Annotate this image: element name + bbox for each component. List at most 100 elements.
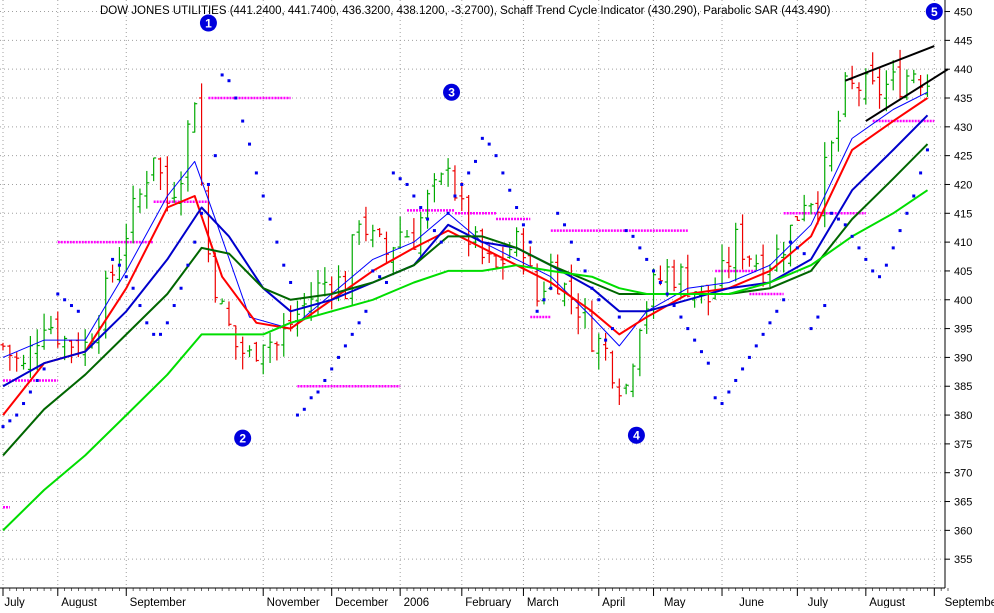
- sar-dot: [28, 390, 32, 394]
- sar-dot: [254, 171, 258, 175]
- sar-dot: [453, 194, 457, 198]
- sar-dot: [706, 361, 710, 365]
- sar-dot: [76, 309, 80, 313]
- sar-dot: [467, 171, 471, 175]
- x-tick-label: September: [945, 597, 994, 608]
- moving-average-line: [2, 143, 929, 457]
- sar-dot: [179, 286, 183, 290]
- sar-dot: [343, 344, 347, 348]
- sar-dot: [775, 309, 779, 313]
- annotation-marker: [443, 83, 461, 101]
- sar-dot: [549, 286, 553, 290]
- trendlines: [844, 45, 949, 122]
- moving-average-line: [2, 97, 929, 416]
- moving-average-line: [2, 91, 928, 358]
- sar-dot: [241, 119, 245, 123]
- sar-dot: [439, 240, 443, 244]
- sar-dot: [172, 304, 176, 308]
- sar-dot: [63, 298, 67, 302]
- sar-dot: [912, 194, 916, 198]
- sar-dot: [597, 298, 601, 302]
- sar-dot: [679, 315, 683, 319]
- sar-dot: [727, 390, 731, 394]
- sar-dot: [569, 240, 573, 244]
- sar-dot: [919, 171, 923, 175]
- sar-dot: [282, 263, 286, 267]
- sar-dot: [658, 280, 662, 284]
- sar-dot: [350, 332, 354, 336]
- sar-dot: [261, 194, 265, 198]
- x-tick-label: June: [739, 597, 764, 608]
- sar-dot: [426, 217, 430, 221]
- sar-dot: [357, 321, 361, 325]
- sar-dot: [542, 298, 546, 302]
- sar-dot: [227, 79, 231, 83]
- sar-dot: [391, 171, 395, 175]
- sar-dot: [152, 332, 156, 336]
- y-tick-label: 415: [954, 208, 972, 220]
- sar-dot: [713, 396, 717, 400]
- x-tick-label: July: [4, 597, 25, 608]
- sar-dot: [802, 252, 806, 256]
- x-tick-label: May: [664, 597, 686, 608]
- sar-dot: [117, 263, 121, 267]
- annotation-marker: [234, 429, 252, 447]
- x-tick-label: March: [527, 597, 559, 608]
- x-tick-label: February: [465, 597, 511, 608]
- sar-dot: [686, 327, 690, 331]
- sar-dot: [1, 425, 5, 429]
- sar-dot: [816, 315, 820, 319]
- chart-title: DOW JONES UTILITIES (441.2400, 441.7400,…: [100, 5, 831, 17]
- y-tick-label: 440: [954, 64, 972, 76]
- sar-dot: [234, 96, 238, 100]
- annotation-marker: [627, 426, 645, 444]
- sar-dot: [186, 263, 190, 267]
- sar-dot: [248, 142, 252, 146]
- annotation-label: 5: [931, 5, 938, 19]
- sar-dot: [501, 171, 505, 175]
- sar-dot: [460, 182, 464, 186]
- x-tick-label: 2006: [404, 597, 430, 608]
- sar-dot: [665, 292, 669, 296]
- sar-dot: [378, 275, 382, 279]
- sar-dot: [884, 263, 888, 267]
- y-tick-label: 360: [954, 525, 972, 537]
- sar-dot: [480, 136, 484, 140]
- y-tick-label: 380: [954, 410, 972, 422]
- sar-dot: [809, 327, 813, 331]
- sar-dot: [138, 304, 142, 308]
- sar-dot: [124, 275, 128, 279]
- y-tick-label: 365: [954, 497, 972, 509]
- annotation-label: 1: [205, 17, 212, 31]
- sar-dot: [111, 257, 115, 261]
- sar-dot: [371, 269, 375, 273]
- sar-dot: [35, 378, 39, 382]
- sar-dot: [747, 355, 751, 359]
- sar-dot: [15, 413, 19, 417]
- sar-dot: [864, 257, 868, 261]
- sar-dot: [871, 269, 875, 273]
- x-tick-label: August: [869, 597, 906, 608]
- y-tick-label: 375: [954, 439, 972, 451]
- x-tick-label: September: [130, 597, 186, 608]
- sar-dot: [56, 292, 60, 296]
- sar-dot: [638, 246, 642, 250]
- sar-dot: [494, 154, 498, 158]
- y-tick-label: 385: [954, 381, 972, 393]
- sar-dot: [22, 402, 26, 406]
- moving-average-line: [2, 189, 929, 532]
- sar-dot: [836, 217, 840, 221]
- sar-dot: [795, 246, 799, 250]
- sar-dot: [364, 309, 368, 313]
- y-tick-label: 400: [954, 295, 972, 307]
- sar-dot: [515, 206, 519, 210]
- sar-dot: [563, 223, 567, 227]
- sar-dot: [295, 413, 299, 417]
- y-tick-label: 370: [954, 468, 972, 480]
- annotation-marker: [199, 14, 217, 32]
- y-tick-label: 435: [954, 93, 972, 105]
- y-tick-label: 355: [954, 554, 972, 566]
- y-tick-label: 390: [954, 352, 972, 364]
